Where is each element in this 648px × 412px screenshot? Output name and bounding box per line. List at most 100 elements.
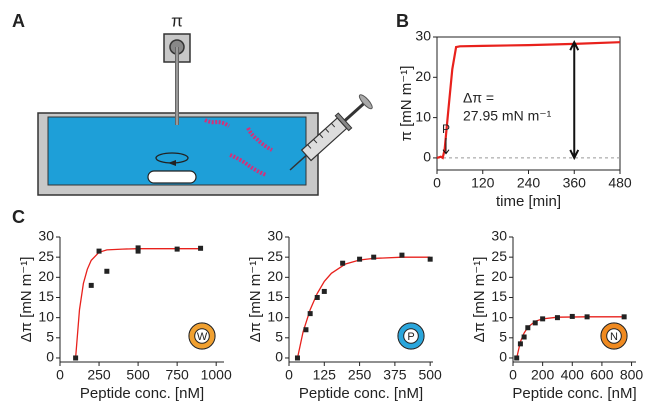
- y-axis-label: π [mN m⁻¹]: [398, 66, 415, 142]
- y-tick-label: 25: [267, 248, 283, 264]
- y-tick-label: 20: [38, 268, 54, 284]
- data-point: [73, 355, 79, 361]
- data-point: [104, 268, 110, 274]
- y-axis-label: Δπ [mN m⁻¹]: [471, 257, 488, 343]
- y-tick-label: 5: [499, 329, 507, 345]
- x-tick-label: 375: [383, 367, 407, 383]
- x-tick-label: 400: [561, 367, 585, 383]
- data-point: [303, 327, 309, 333]
- x-tick-label: 360: [563, 175, 587, 191]
- x-tick-label: 250: [87, 367, 111, 383]
- data-point: [135, 248, 141, 254]
- data-point: [294, 355, 300, 361]
- data-point: [96, 248, 102, 254]
- x-tick-label: 0: [433, 175, 441, 191]
- annotation: Δπ =: [463, 90, 494, 106]
- x-tick-label: 200: [531, 367, 555, 383]
- y-tick-label: 25: [491, 248, 507, 264]
- data-point: [569, 313, 575, 319]
- peptide-icon: N: [600, 322, 628, 350]
- data-point: [314, 294, 320, 300]
- fit-line: [296, 256, 431, 359]
- y-tick-label: 0: [46, 349, 54, 365]
- x-tick-label: 480: [608, 175, 632, 191]
- y-axis-label: Δπ [mN m⁻¹]: [247, 257, 264, 343]
- y-tick-label: 30: [38, 228, 54, 244]
- x-axis-label: time [min]: [496, 193, 561, 210]
- data-point: [584, 314, 590, 320]
- x-axis-label: Peptide conc. [nM]: [299, 385, 423, 402]
- annotation-arrow: [442, 138, 450, 155]
- data-point: [517, 341, 523, 347]
- y-tick-label: 10: [491, 308, 507, 324]
- annotation: 27.95 mN m⁻¹: [463, 108, 552, 124]
- data-point: [88, 282, 94, 288]
- y-axis-label: Δπ [mN m⁻¹]: [18, 257, 35, 343]
- data-point: [514, 355, 520, 361]
- data-line: [436, 41, 621, 160]
- data-point: [521, 334, 527, 340]
- balance-label: π: [171, 11, 183, 30]
- y-tick-label: 0: [275, 349, 283, 365]
- y-tick-label: 10: [415, 108, 431, 124]
- data-point: [321, 288, 327, 294]
- data-point: [135, 245, 141, 251]
- y-tick-label: 30: [267, 228, 283, 244]
- y-tick-label: 30: [491, 228, 507, 244]
- icon-label: N: [610, 331, 618, 343]
- x-tick-label: 0: [509, 367, 517, 383]
- y-tick-label: 30: [415, 28, 431, 44]
- data-point: [540, 316, 546, 322]
- x-tick-label: 240: [517, 175, 541, 191]
- y-tick-label: 5: [46, 329, 54, 345]
- y-tick-label: 15: [491, 288, 507, 304]
- data-point: [371, 254, 377, 260]
- y-tick-label: 15: [38, 288, 54, 304]
- x-tick-label: 120: [471, 175, 495, 191]
- peptide-icon: W: [188, 322, 216, 350]
- icon-ring: [601, 323, 627, 349]
- x-axis-label: Peptide conc. [nM]: [80, 385, 204, 402]
- x-tick-label: 800: [620, 367, 644, 383]
- y-tick-label: 25: [38, 248, 54, 264]
- y-tick-label: 5: [275, 329, 283, 345]
- y-tick-label: 0: [423, 149, 431, 165]
- y-tick-label: 20: [415, 68, 431, 84]
- x-tick-label: 250: [348, 367, 372, 383]
- y-tick-label: 15: [267, 288, 283, 304]
- x-tick-label: 750: [165, 367, 189, 383]
- icon-inner: [403, 328, 419, 344]
- panel-label: C: [12, 207, 25, 227]
- data-point: [198, 245, 204, 251]
- icon-inner: [194, 328, 210, 344]
- x-tick-label: 500: [418, 367, 442, 383]
- data-point: [307, 311, 313, 317]
- annotation: P: [442, 122, 450, 136]
- data-point: [427, 256, 433, 262]
- icon-ring: [189, 323, 215, 349]
- icon-label: P: [407, 331, 414, 343]
- fit-line: [74, 248, 201, 359]
- x-tick-label: 600: [590, 367, 614, 383]
- data-point: [399, 252, 405, 258]
- y-tick-label: 0: [499, 349, 507, 365]
- data-point: [340, 260, 346, 266]
- panel-label: A: [12, 11, 25, 31]
- data-point: [554, 315, 560, 321]
- data-point: [174, 246, 180, 252]
- x-tick-label: 125: [313, 367, 337, 383]
- trough-diagram: π: [37, 11, 373, 196]
- data-point: [525, 325, 531, 331]
- y-tick-label: 10: [267, 308, 283, 324]
- data-point: [532, 320, 538, 326]
- panel-label: B: [396, 11, 409, 31]
- icon-ring: [398, 323, 424, 349]
- x-tick-label: 1000: [201, 367, 232, 383]
- peptide-icon: P: [397, 322, 425, 350]
- icon-inner: [606, 328, 622, 344]
- x-tick-label: 0: [285, 367, 293, 383]
- icon-label: W: [197, 331, 208, 343]
- data-point: [357, 256, 363, 262]
- x-tick-label: 500: [126, 367, 150, 383]
